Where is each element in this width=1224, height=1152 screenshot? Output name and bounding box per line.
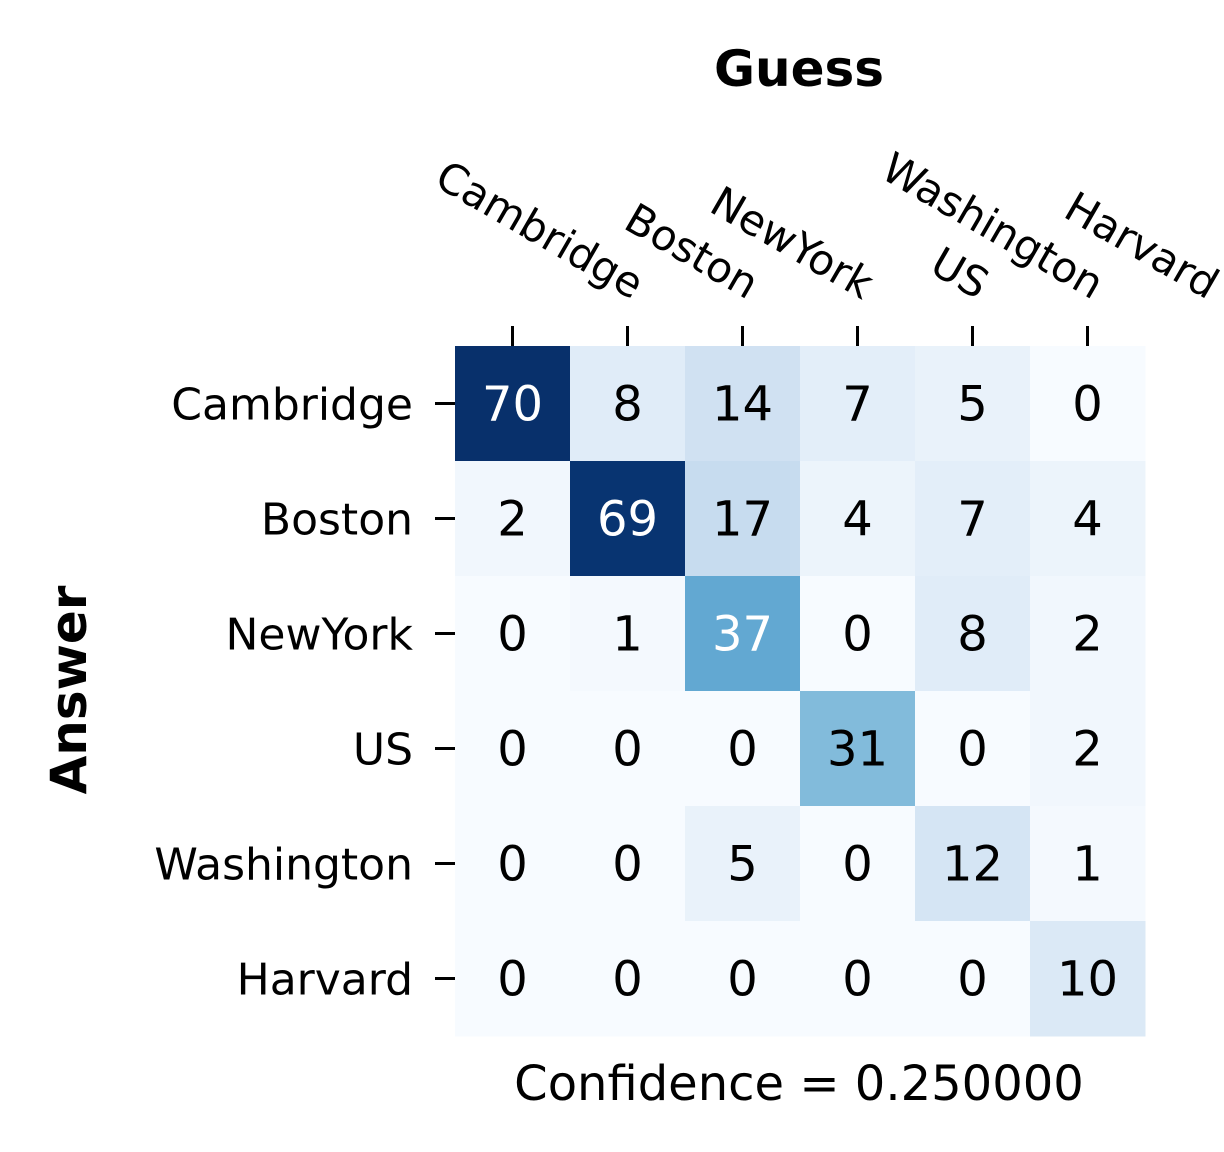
cell-value-label: 0 [842,952,873,1008]
cell-value-label: 5 [727,837,758,893]
cell-value-label: 7 [957,492,988,548]
heatmap-cell [570,921,686,1037]
cell-value-label: 0 [957,952,988,1008]
heatmap-cell [800,691,916,807]
x-tick-label: Cambridge [428,151,652,309]
y-tick-label: Washington [154,840,413,891]
heatmap-cell [1030,576,1146,692]
cell-value-label: 12 [942,837,1003,893]
heatmap-cell [800,576,916,692]
cell-value-label: 0 [727,722,758,778]
cell-value-label: 5 [957,377,988,433]
heatmap-cell [685,576,801,692]
cell-value-label: 17 [712,492,773,548]
cell-value-label: 4 [1072,492,1103,548]
heatmap-cell [915,346,1031,462]
y-tick-label: Cambridge [171,380,413,431]
heatmap-cell [800,346,916,462]
heatmap-cell [570,461,686,577]
y-tick-label: US [353,725,413,776]
cell-value-label: 0 [612,952,643,1008]
heatmap-cell [1030,461,1146,577]
cell-value-label: 2 [1072,607,1103,663]
heatmap-cell [915,806,1031,922]
heatmap-cell [685,346,801,462]
cell-value-label: 0 [612,722,643,778]
cell-value-label: 69 [597,492,658,548]
cell-value-label: 0 [497,722,528,778]
cell-value-label: 0 [497,837,528,893]
heatmap-cell [800,461,916,577]
heatmap-cell [570,691,686,807]
heatmap-cell [685,806,801,922]
cell-value-label: 0 [957,722,988,778]
heatmap-cell [1030,691,1146,807]
heatmap-cell [800,921,916,1037]
cell-value-label: 0 [727,952,758,1008]
cell-value-label: 0 [1072,377,1103,433]
heatmap-cell [455,921,571,1037]
y-tick-label: Harvard [237,955,413,1006]
heatmap-cell [1030,346,1146,462]
cell-value-label: 7 [842,377,873,433]
heatmap-cell [570,806,686,922]
chart-title: Guess [714,40,884,98]
cell-value-label: 0 [842,837,873,893]
y-tick-label: Boston [261,495,413,546]
heatmap-cell [1030,921,1146,1037]
cell-value-label: 8 [612,377,643,433]
heatmap-cell [915,921,1031,1037]
cell-value-label: 0 [842,607,873,663]
cell-value-label: 1 [1072,837,1103,893]
heatmap-cell [915,576,1031,692]
cell-value-label: 31 [827,722,888,778]
heatmap-cell [455,346,571,462]
heatmap-cell [915,461,1031,577]
heatmap-cell [800,806,916,922]
heatmap-cell [685,691,801,807]
heatmap-cell [570,576,686,692]
heatmap-cell [455,461,571,577]
heatmap-cell [685,461,801,577]
heatmap-cell [455,576,571,692]
heatmap-cell [685,921,801,1037]
heatmap-cell [455,806,571,922]
cell-value-label: 4 [842,492,873,548]
cell-value-label: 1 [612,607,643,663]
y-tick-label: NewYork [226,610,414,661]
cell-value-label: 8 [957,607,988,663]
heatmap-cells: 70 8 14 7 5 02 69 17 4 7 40 1 37 0 8 20 0 0 31 0 20 0 5 0 12 10 0 0… [455,346,1146,1037]
cell-value-label: 0 [497,952,528,1008]
cell-value-label: 37 [712,607,773,663]
cell-value-label: 2 [497,492,528,548]
cell-value-label: 0 [612,837,643,893]
x-axis-label: Confidence = 0.250000 [514,1056,1084,1112]
cell-value-label: 10 [1057,952,1118,1008]
heatmap-cell [1030,806,1146,922]
y-axis-label: Answer [40,585,98,794]
cell-value-label: 70 [482,377,543,433]
heatmap-cell [570,346,686,462]
heatmap-cell [915,691,1031,807]
heatmap-cell [455,691,571,807]
cell-value-label: 14 [712,377,773,433]
cell-value-label: 2 [1072,722,1103,778]
y-ticks: Cambridge Boston NewYork US Washington Harvar… [154,380,455,1006]
cell-value-label: 0 [497,607,528,663]
